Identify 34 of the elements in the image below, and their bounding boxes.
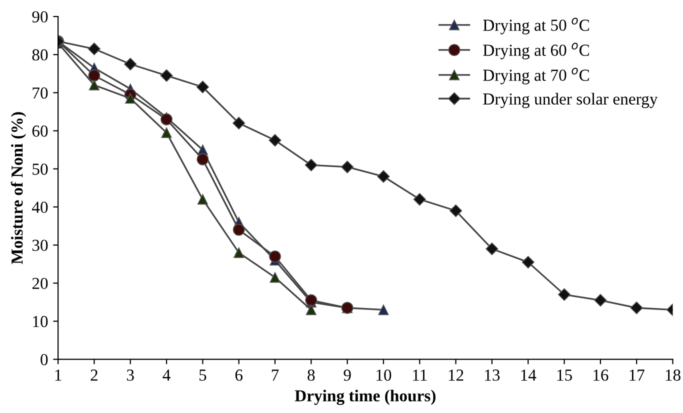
y-tick-label: 70 [32,87,48,99]
y-tick-label: 30 [32,240,48,251]
y-tick-label: 50 [32,164,48,175]
x-tick-label: 7 [272,370,279,381]
x-tick-label: 6 [235,370,243,381]
x-tick-label: 12 [448,370,464,381]
y-tick-label: 60 [32,125,48,137]
legend-label: Drying at 50 $^{o}$C [483,18,589,34]
y-axis-title: Moisture of Noni (%) [10,112,26,264]
y-tick-label: 0 [40,354,48,366]
legend-label: Drying under solar energy [483,92,658,108]
y-tick-label: 80 [32,49,48,61]
x-tick-label: 16 [594,370,608,381]
x-axis-title: Drying time (hours) [294,390,436,405]
x-tick-label: 5 [199,370,206,381]
y-tick-label: 40 [32,202,48,213]
x-tick-label: 14 [521,370,536,381]
x-tick-label: 3 [127,370,134,381]
y-tick-label: 20 [32,278,48,290]
legend-label: Drying at 70 $^{o}$C [483,68,589,84]
x-tick-label: 11 [413,370,427,381]
x-tick-label: 9 [344,370,351,381]
x-tick-label: 15 [557,370,572,381]
x-tick-label: 2 [90,370,98,381]
legend-label: Drying at 60 $^{o}$C [483,42,589,60]
x-tick-label: 8 [308,370,315,381]
x-tick-label: 13 [485,370,500,381]
x-tick-label: 4 [162,370,170,381]
x-tick-label: 10 [376,370,392,381]
y-tick-label: 90 [32,11,48,22]
x-tick-label: 17 [630,370,644,381]
x-tick-label: 1 [55,370,62,381]
y-tick-label: 10 [33,316,48,328]
x-tick-label: 18 [666,370,680,381]
